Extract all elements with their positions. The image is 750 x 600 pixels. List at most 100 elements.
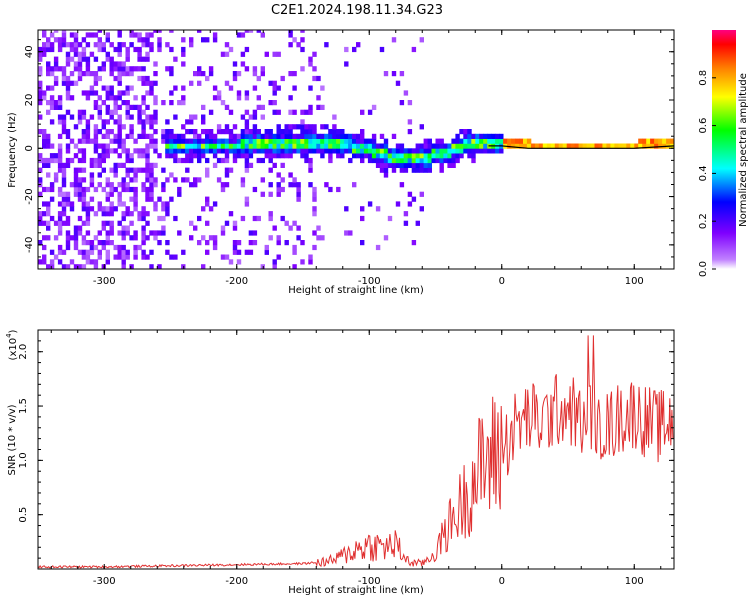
spectrogram-cell — [149, 167, 154, 173]
spectrogram-cell — [133, 95, 138, 101]
spectrogram-cell — [165, 148, 170, 154]
spectrogram-cell — [153, 143, 158, 149]
spectrogram-cell — [133, 46, 138, 53]
spectrogram-cell — [117, 138, 122, 144]
spectrogram-cell — [447, 157, 452, 164]
spectrogram-cell — [117, 66, 122, 72]
spectrogram-cell — [181, 177, 186, 183]
spectrogram-cell — [280, 148, 285, 154]
spectrogram-cell — [145, 157, 150, 164]
spectrogram-cell — [42, 129, 47, 135]
spectrogram-cell — [117, 42, 122, 48]
spectrogram-cell — [149, 172, 154, 178]
spectrogram-cell — [296, 182, 301, 188]
spectrogram-cell — [73, 244, 79, 251]
spectrogram-cell — [407, 148, 413, 154]
spectrogram-cell — [137, 153, 142, 159]
spectrogram-cell — [471, 157, 476, 164]
spectrogram-cell — [57, 230, 63, 236]
spectrogram-cell — [574, 143, 579, 149]
spectrogram-cell — [61, 114, 67, 120]
spectrogram-cell — [61, 249, 67, 255]
spectrogram-cell — [292, 264, 297, 269]
spectrogram-cell — [189, 182, 194, 188]
spectrogram-cell — [89, 240, 95, 246]
spectrogram-cell — [46, 109, 51, 115]
spectrogram-cell — [185, 119, 190, 125]
spectrogram-cell — [85, 230, 91, 236]
spectrogram-cell — [232, 153, 238, 159]
spectrogram-cell — [129, 167, 134, 173]
spectrogram-cell — [61, 42, 67, 48]
spectrogram-cell — [300, 129, 305, 135]
spectrogram-cell — [232, 148, 238, 154]
spectrogram-cell — [125, 46, 130, 53]
spectrogram-cell — [129, 66, 134, 72]
spectrogram-cell — [296, 133, 301, 139]
spectrogram-cell — [201, 37, 206, 43]
spectrogram-cell — [101, 85, 106, 91]
spectrogram-cell — [169, 66, 174, 72]
spectrogram-cell — [471, 138, 476, 144]
spectrogram-cell — [161, 100, 166, 106]
spectrogram-cell — [360, 109, 365, 115]
spectrogram-cell — [244, 162, 250, 168]
spectrogram-cell — [61, 167, 67, 173]
spectrogram-cell — [240, 177, 246, 183]
spectrogram-cell — [236, 153, 242, 159]
spectrogram-cell — [129, 32, 134, 38]
spectrogram-cell — [149, 162, 154, 168]
spectrogram-cell — [248, 138, 254, 144]
spectrogram-cell — [391, 148, 397, 154]
spectrogram-cell — [125, 167, 130, 173]
spectrogram-cell — [236, 138, 242, 144]
spectrogram-cell — [38, 80, 43, 86]
spectrogram-cell — [399, 100, 405, 106]
spectrogram-cell — [65, 129, 71, 135]
spectrogram-cell — [276, 191, 281, 197]
spectrogram-cell — [105, 153, 110, 159]
spectrogram-cell — [189, 42, 194, 48]
spectrogram-cell — [356, 133, 361, 139]
spectrogram-cell — [46, 211, 51, 217]
spectrogram-cell — [308, 148, 313, 154]
spectrogram-cell — [149, 46, 154, 53]
spectrogram-cell — [236, 32, 242, 38]
spectrogram-cell — [189, 119, 194, 125]
spectrogram-cell — [85, 201, 91, 207]
spectrogram-cell — [308, 85, 313, 91]
spectrogram-cell — [220, 138, 226, 144]
spectrogram-cell — [260, 133, 265, 139]
spectrogram-cell — [46, 225, 51, 231]
spectrogram-cell — [208, 133, 214, 139]
spectrogram-cell — [157, 42, 162, 48]
spectrogram-cell — [42, 51, 47, 57]
spectrogram-cell — [93, 100, 99, 106]
spectrogram-cell — [634, 143, 639, 149]
spectrogram-cell — [49, 42, 55, 48]
spectrogram-cell — [145, 75, 150, 82]
spectrogram-cell — [145, 220, 150, 226]
spectrogram-cell — [292, 109, 297, 115]
spectrogram-cell — [216, 129, 222, 135]
spectrogram-cell — [97, 114, 102, 120]
spectrogram-cell — [85, 32, 91, 38]
spectrogram-cell — [236, 143, 242, 149]
spectrogram-cell — [149, 119, 154, 125]
spectrogram-cell — [252, 186, 258, 193]
spectrogram-cell — [69, 157, 75, 164]
spectrogram-cell — [101, 186, 106, 193]
spectrogram-cell — [85, 95, 91, 101]
spectrogram-cell — [403, 153, 409, 159]
spectrogram-cell — [121, 235, 126, 241]
spectrogram-cell — [189, 157, 194, 164]
spectrogram-cell — [85, 186, 91, 193]
spectrogram-cell — [320, 143, 325, 149]
spectrogram-cell — [53, 220, 59, 226]
spectrogram-cell — [77, 264, 83, 269]
spectrogram-cell — [340, 138, 345, 144]
spectrogram-cell — [197, 80, 202, 86]
spectrogram-cell — [153, 235, 158, 241]
